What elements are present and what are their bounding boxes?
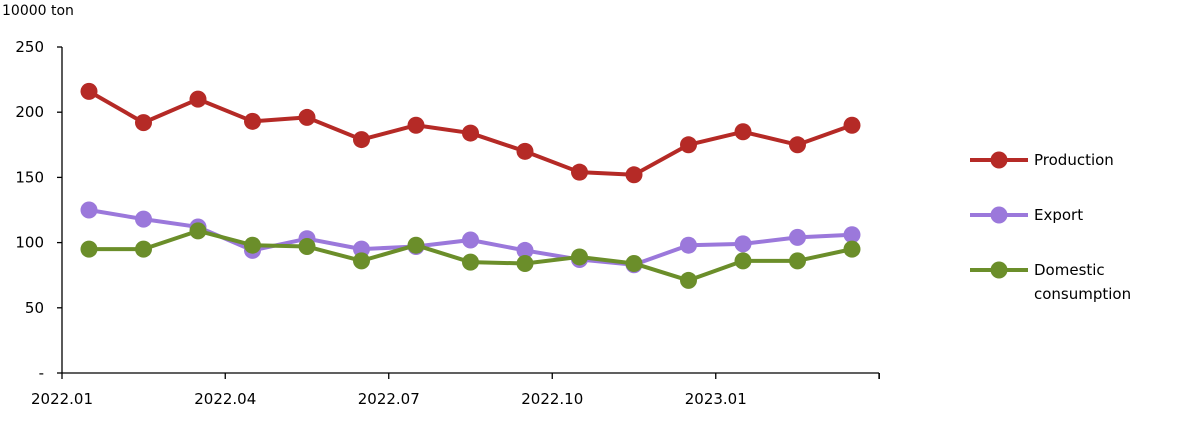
data-point [80,240,98,258]
legend-item: Domestic consumption [970,261,1131,303]
series-production [80,82,861,184]
data-point [571,248,588,266]
legend: Production Export Domestic consumption [970,151,1131,303]
data-point [244,236,261,254]
data-point [462,124,479,142]
data-point [298,108,316,126]
y-axis-unit-label: 10000 ton [2,3,74,19]
legend-marker [990,206,1008,224]
data-point [734,252,752,270]
data-point [353,240,370,258]
x-tick-label: 2023.01 [685,390,747,408]
legend-label: Production [1034,151,1114,169]
data-point [680,136,697,154]
y-tick-label: 50 [25,299,44,317]
data-point [189,222,207,240]
data-point [135,240,152,258]
data-point [462,253,479,271]
data-point [789,252,806,270]
data-point [135,210,152,228]
data-point [843,116,861,134]
legend-label: Export [1034,206,1083,224]
data-point [244,112,261,130]
y-tick-label: 150 [15,168,44,186]
data-point [843,226,861,244]
data-point [789,228,806,246]
x-axis-ticks: 2022.01 2022.04 2022.07 2022.10 2023.01 [31,373,880,408]
y-tick-label: - [39,364,44,382]
legend-marker [990,261,1008,279]
data-point [135,114,152,132]
data-point [734,123,752,141]
y-tick-label: 200 [15,103,44,121]
legend-label: Domestic consumption [1034,261,1131,303]
data-point [407,236,425,254]
series-domestic-consumption [80,222,861,289]
axes [61,47,879,374]
data-point [680,236,697,254]
legend-item: Export [970,206,1083,224]
y-tick-label: 100 [15,234,44,252]
data-point [353,252,370,270]
data-point [462,231,479,249]
x-tick-label: 2022.04 [194,390,256,408]
data-point [298,238,316,256]
data-point [734,235,752,253]
x-tick-label: 2022.10 [521,390,583,408]
data-point [353,131,370,149]
y-tick-label: 250 [15,38,44,56]
series-layer [80,82,861,289]
data-point [516,254,534,272]
data-point [625,254,643,272]
data-point [680,271,697,289]
data-point [789,136,806,154]
x-tick-label: 2022.01 [31,390,93,408]
data-point [80,82,98,100]
data-point [189,90,207,108]
y-axis-ticks: - 50 100 150 200 250 [15,38,62,382]
x-tick-label: 2022.07 [358,390,420,408]
data-point [843,240,861,258]
data-point [625,166,643,184]
data-point [516,142,534,160]
data-point [407,116,425,134]
data-point [571,163,588,181]
data-point [80,201,98,219]
legend-marker [990,151,1008,169]
data-point [516,241,534,259]
legend-item: Production [970,151,1114,169]
